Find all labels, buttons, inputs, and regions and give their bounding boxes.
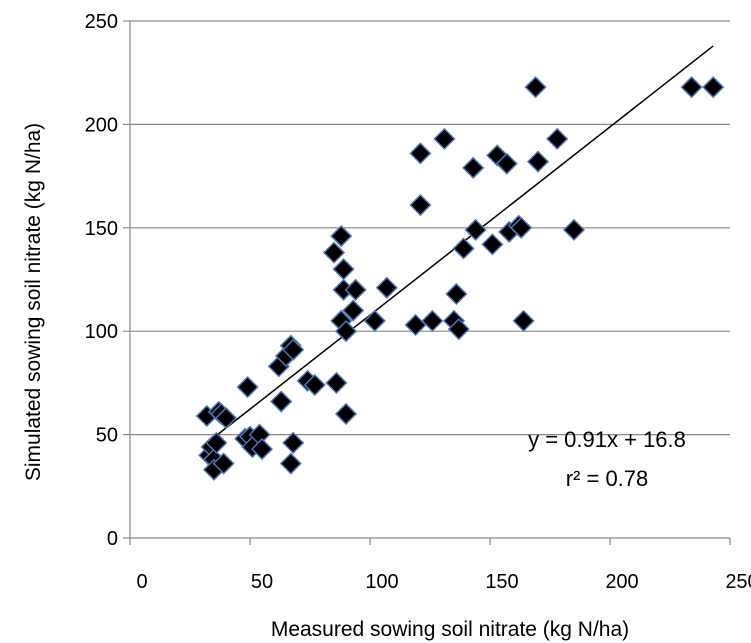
data-point <box>375 276 398 299</box>
data-point <box>282 338 305 361</box>
data-point <box>330 225 353 248</box>
data-points <box>195 76 725 481</box>
x-tick-label: 50 <box>251 571 273 593</box>
y-axis-title: Simulated sowing soil nitrate (kg N/ha) <box>22 123 45 481</box>
data-point <box>452 237 475 260</box>
data-point <box>680 76 703 99</box>
data-point <box>524 76 547 99</box>
data-point <box>342 299 365 322</box>
data-point <box>236 375 259 399</box>
data-point <box>334 402 358 425</box>
x-tick-label: 0 <box>136 571 147 593</box>
x-axis-ticks <box>129 538 731 545</box>
y-tick-label: 150 <box>85 218 118 240</box>
x-tick-label: 200 <box>605 571 638 593</box>
data-point <box>495 152 518 175</box>
equation-label: y = 0.91x + 16.8 <box>528 427 686 452</box>
data-point <box>205 431 228 454</box>
data-point <box>409 142 432 165</box>
y-tick-label: 200 <box>85 114 118 136</box>
data-point <box>421 309 444 332</box>
data-point <box>445 282 468 306</box>
data-point <box>250 438 274 461</box>
data-point <box>363 309 386 332</box>
y-axis-ticks <box>123 20 130 539</box>
x-axis-title: Measured sowing soil nitrate (kg N/ha) <box>271 618 629 641</box>
y-tick-label: 250 <box>85 11 118 33</box>
x-tick-label: 250 <box>725 571 751 593</box>
data-point <box>212 452 235 475</box>
data-point <box>322 241 346 264</box>
data-point <box>404 313 427 337</box>
data-point <box>447 318 470 341</box>
data-point <box>344 278 367 301</box>
data-point <box>282 431 305 454</box>
data-point <box>562 218 586 241</box>
data-point <box>510 216 533 239</box>
y-axis-tick-labels: 0 50 100 150 200 250 <box>85 11 118 550</box>
y-tick-label: 50 <box>96 425 118 447</box>
y-tick-label: 100 <box>85 321 118 343</box>
data-point <box>702 76 725 99</box>
data-point <box>546 127 569 150</box>
data-point <box>270 390 293 413</box>
data-point <box>433 127 456 150</box>
x-tick-label: 150 <box>485 571 518 593</box>
data-point <box>214 406 238 430</box>
gridlines <box>130 20 730 436</box>
data-point <box>303 373 326 397</box>
r-squared-label: r² = 0.78 <box>566 466 649 491</box>
data-point <box>481 233 504 256</box>
data-point <box>332 258 355 281</box>
data-point <box>279 452 302 475</box>
data-point <box>526 150 550 173</box>
data-point <box>462 156 485 179</box>
x-axis-tick-labels: 0 50 100 150 200 250 <box>136 571 751 593</box>
y-tick-label: 0 <box>107 528 118 550</box>
data-point <box>334 320 358 343</box>
data-point <box>512 309 535 332</box>
data-point <box>409 193 432 217</box>
data-point <box>325 371 348 394</box>
data-point <box>464 218 487 241</box>
x-tick-label: 100 <box>365 571 398 593</box>
